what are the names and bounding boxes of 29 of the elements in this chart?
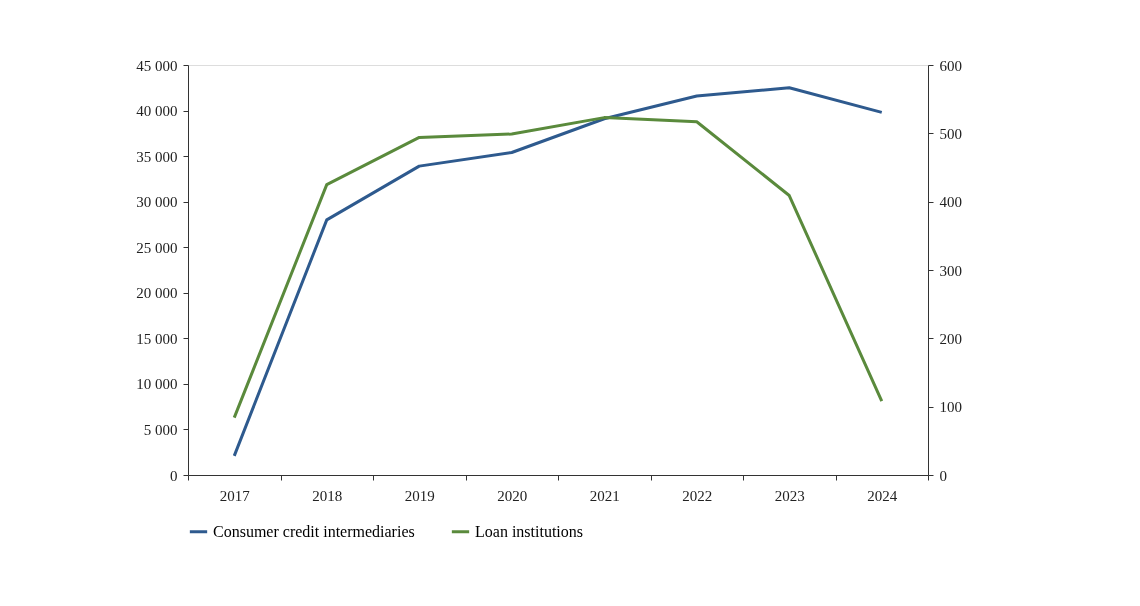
y2-tick-label: 500 [939, 125, 962, 142]
x-tick-label: 2023 [774, 487, 805, 504]
y-tick-label: 10 000 [136, 376, 178, 393]
x-tick-label: 2018 [312, 487, 343, 504]
y-tick-label: 20 000 [136, 285, 178, 302]
x-tick-label: 2020 [497, 487, 528, 504]
y-tick-label: 45 000 [136, 57, 178, 74]
y2-tick-label: 200 [939, 330, 962, 347]
y-tick-label: 15 000 [136, 330, 178, 347]
legend-label: Consumer credit intermediaries [213, 522, 415, 540]
y-tick-label: 25 000 [136, 239, 178, 256]
y2-tick-label: 600 [939, 57, 962, 74]
x-tick-label: 2024 [867, 487, 898, 504]
y-tick-label: 30 000 [136, 194, 178, 211]
legend-label: Loan institutions [475, 522, 583, 540]
x-tick-label: 2021 [589, 487, 620, 504]
y-tick-label: 5 000 [143, 421, 178, 438]
y2-tick-label: 100 [939, 399, 962, 416]
x-tick-label: 2022 [682, 487, 713, 504]
y2-tick-label: 300 [939, 262, 962, 279]
y2-tick-label: 400 [939, 194, 962, 211]
y2-tick-label: 0 [939, 467, 947, 484]
line-series [232, 116, 884, 420]
y-tick-label: 40 000 [136, 103, 178, 120]
x-tick-label: 2019 [404, 487, 435, 504]
y-tick-label: 0 [170, 467, 178, 484]
y-tick-label: 35 000 [136, 148, 178, 165]
line-series [232, 86, 884, 458]
x-tick-label: 2017 [219, 487, 251, 504]
